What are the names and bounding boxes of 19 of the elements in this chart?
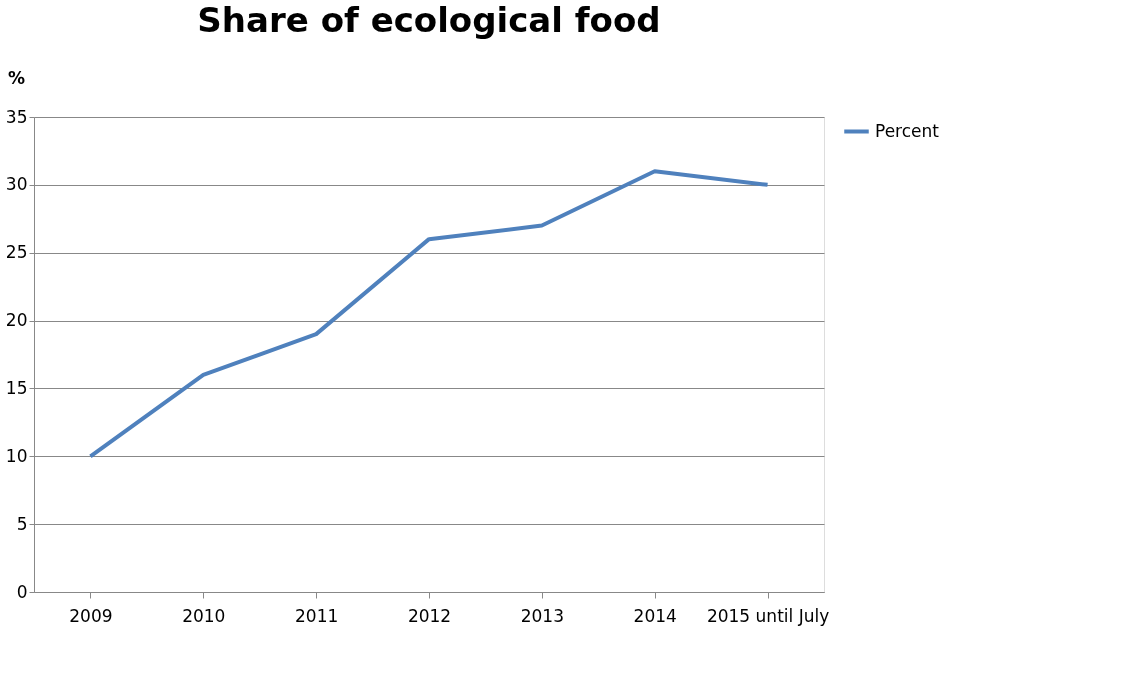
y-tick-label: 0 — [16, 581, 28, 602]
x-tick-label: 2013 — [520, 605, 564, 626]
line-series — [88, 169, 770, 459]
x-tick-label: 2012 — [407, 605, 452, 626]
y-tick-label: 5 — [16, 513, 28, 534]
legend-label: Percent — [875, 120, 940, 141]
y-axis-title: % — [7, 67, 26, 88]
y-tick-label: 15 — [5, 377, 28, 398]
x-tick-label: 2014 — [633, 605, 677, 626]
x-tick-label: 2010 — [182, 605, 226, 626]
x-tick-label: 2009 — [69, 605, 113, 626]
y-tick-label: 25 — [5, 242, 28, 263]
y-tick-label: 35 — [5, 106, 28, 127]
y-tick-label: 10 — [5, 445, 28, 466]
y-tick-label: 30 — [5, 174, 28, 195]
x-tick-label: 2011 — [295, 605, 339, 626]
y-tick-label: 20 — [5, 310, 28, 331]
chart-title: Share of ecological food — [197, 0, 661, 40]
x-tick-label: 2015 until July — [706, 605, 830, 626]
